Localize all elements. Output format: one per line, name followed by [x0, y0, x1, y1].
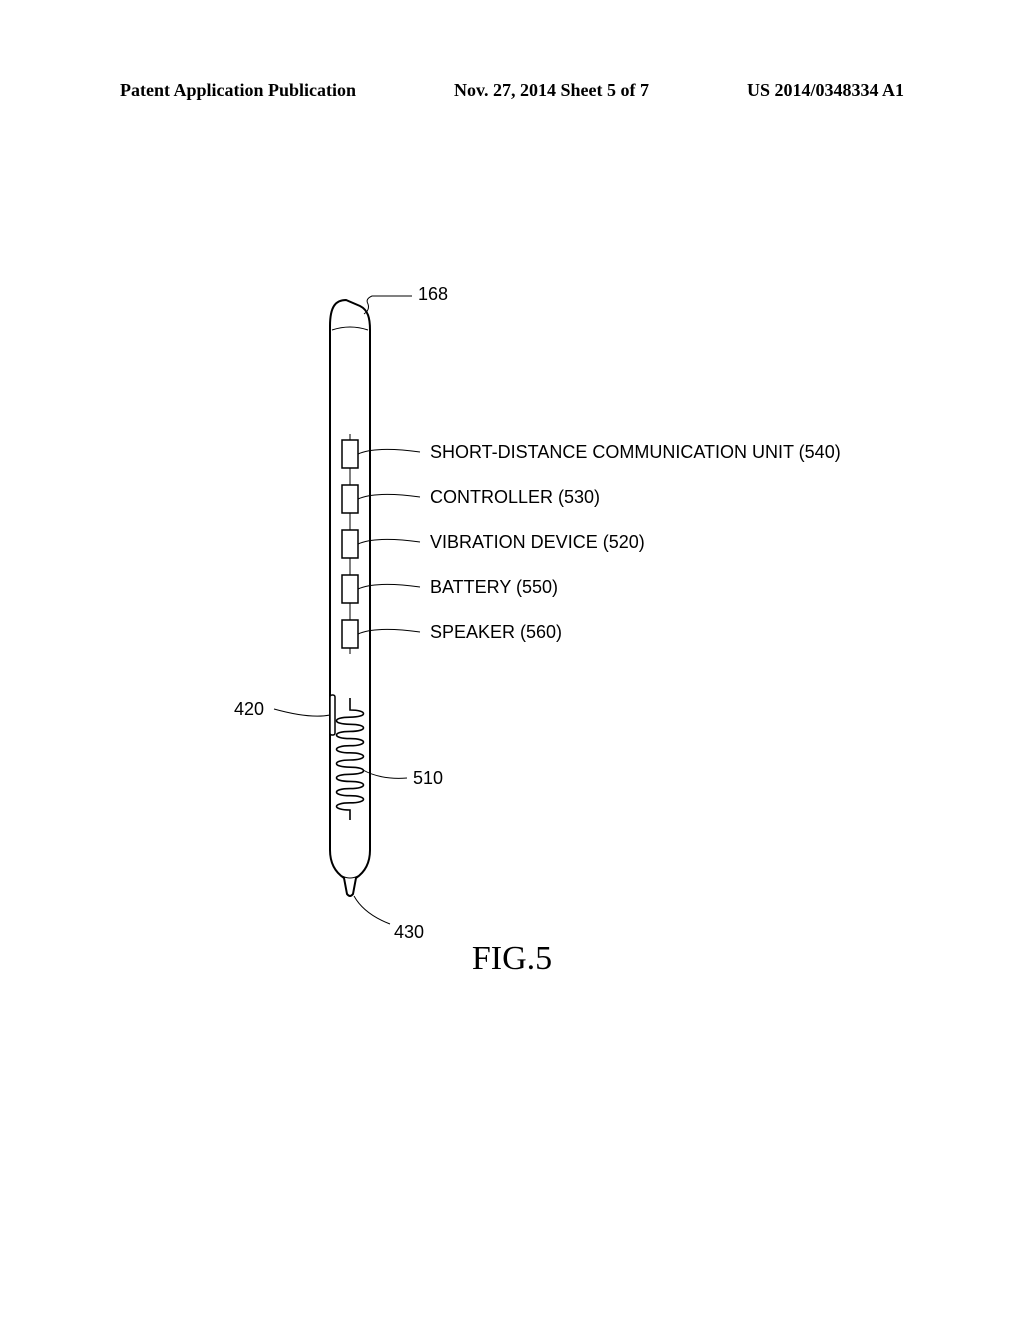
label-bat: BATTERY (550)	[430, 577, 558, 597]
ref-420: 420	[234, 699, 264, 719]
page: Patent Application Publication Nov. 27, …	[0, 0, 1024, 1320]
leader-430	[354, 896, 390, 924]
pen-button	[330, 695, 335, 735]
leader-comm	[358, 449, 420, 454]
leader-420	[274, 709, 330, 716]
component-box-bat	[342, 575, 358, 603]
header-left: Patent Application Publication	[120, 80, 356, 101]
ref-430: 430	[394, 922, 424, 942]
component-box-comm	[342, 440, 358, 468]
figure-container: 168 SHORT-DISTANCE COMMUNICATION UNIT (54…	[0, 280, 1024, 930]
label-vib: VIBRATION DEVICE (520)	[430, 532, 645, 552]
figure-caption: FIG.5	[0, 940, 1024, 978]
label-comm: SHORT-DISTANCE COMMUNICATION UNIT (540)	[430, 442, 841, 462]
component-box-vib	[342, 530, 358, 558]
figure-svg: 168 SHORT-DISTANCE COMMUNICATION UNIT (54…	[0, 280, 1024, 930]
page-header: Patent Application Publication Nov. 27, …	[0, 80, 1024, 101]
label-spk: SPEAKER (560)	[430, 622, 562, 642]
component-box-ctrl	[342, 485, 358, 513]
ref-168: 168	[418, 284, 448, 304]
component-box-spk	[342, 620, 358, 648]
leader-spk	[358, 629, 420, 634]
coil-510	[337, 698, 364, 820]
leader-ctrl	[358, 494, 420, 499]
header-right: US 2014/0348334 A1	[747, 80, 904, 101]
label-ctrl: CONTROLLER (530)	[430, 487, 600, 507]
leader-168	[364, 296, 412, 314]
leader-bat	[358, 584, 420, 589]
header-center: Nov. 27, 2014 Sheet 5 of 7	[454, 80, 649, 101]
pen-cap-line	[332, 327, 368, 330]
leader-vib	[358, 539, 420, 544]
ref-510: 510	[413, 768, 443, 788]
